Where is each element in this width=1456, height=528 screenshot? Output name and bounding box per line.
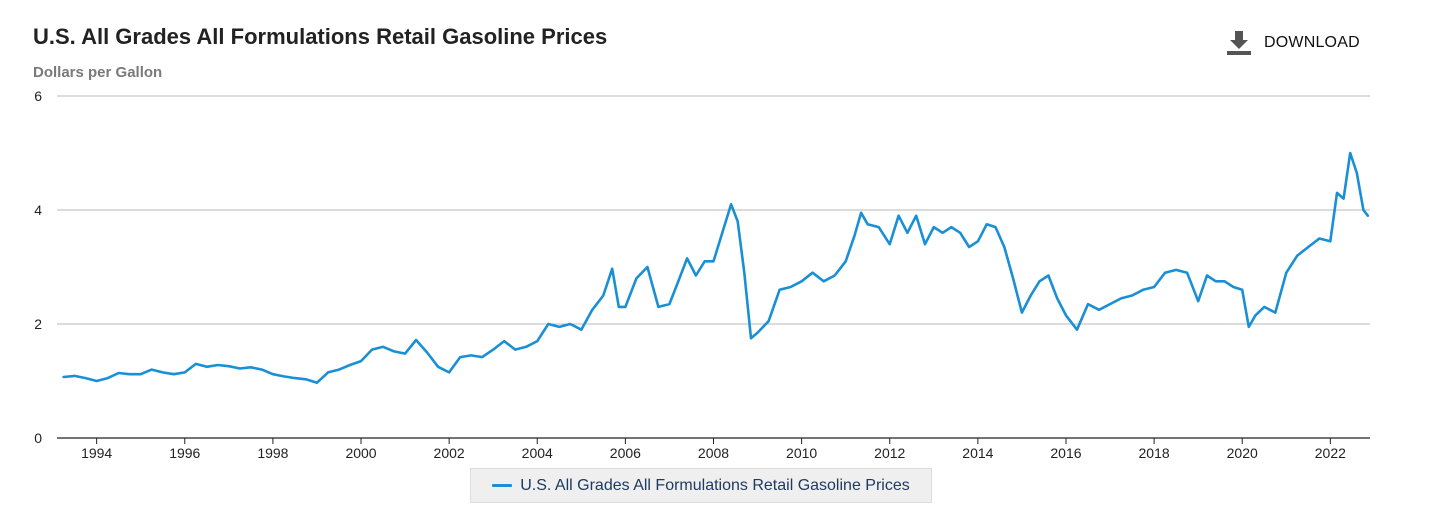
x-tick-label: 1998 [257, 445, 288, 461]
x-tick-label: 2018 [1139, 445, 1170, 461]
download-label: DOWNLOAD [1264, 34, 1360, 51]
x-tick-label: 1996 [169, 445, 200, 461]
x-tick-label: 2010 [786, 445, 817, 461]
x-tick-label: 2012 [874, 445, 905, 461]
x-tick-label: 2004 [522, 445, 553, 461]
x-tick-label: 2006 [610, 445, 641, 461]
x-tick-label: 2016 [1050, 445, 1081, 461]
grid-lines [57, 95, 1370, 325]
x-tick-label: 1994 [81, 445, 112, 461]
legend-item[interactable]: U.S. All Grades All Formulations Retail … [470, 468, 932, 503]
x-tick-label: 2002 [434, 445, 465, 461]
x-axis: 1994 1996 1998 2000 2002 2004 2006 2008 2010 2012… [57, 437, 1370, 461]
series-line [62, 151, 1370, 385]
x-tick-label: 2000 [345, 445, 376, 461]
x-tick-label: 2008 [698, 445, 729, 461]
y-tick-label: 4 [34, 202, 42, 218]
chart-title: U.S. All Grades All Formulations Retail … [33, 24, 608, 49]
download-icon [1227, 31, 1251, 55]
legend-swatch [492, 484, 513, 487]
x-tick-label: 2014 [962, 445, 993, 461]
legend-label: U.S. All Grades All Formulations Retail … [520, 476, 910, 494]
y-tick-label: 2 [34, 316, 42, 332]
series-group [62, 151, 1370, 385]
y-axis: 0 2 4 6 [34, 88, 42, 446]
chart-subtitle: Dollars per Gallon [33, 64, 163, 81]
y-tick-label: 0 [34, 430, 42, 446]
y-tick-label: 6 [34, 88, 42, 104]
download-button[interactable]: DOWNLOAD [1226, 30, 1360, 56]
x-tick-label: 2022 [1315, 445, 1346, 461]
x-tick-label: 2020 [1227, 445, 1258, 461]
